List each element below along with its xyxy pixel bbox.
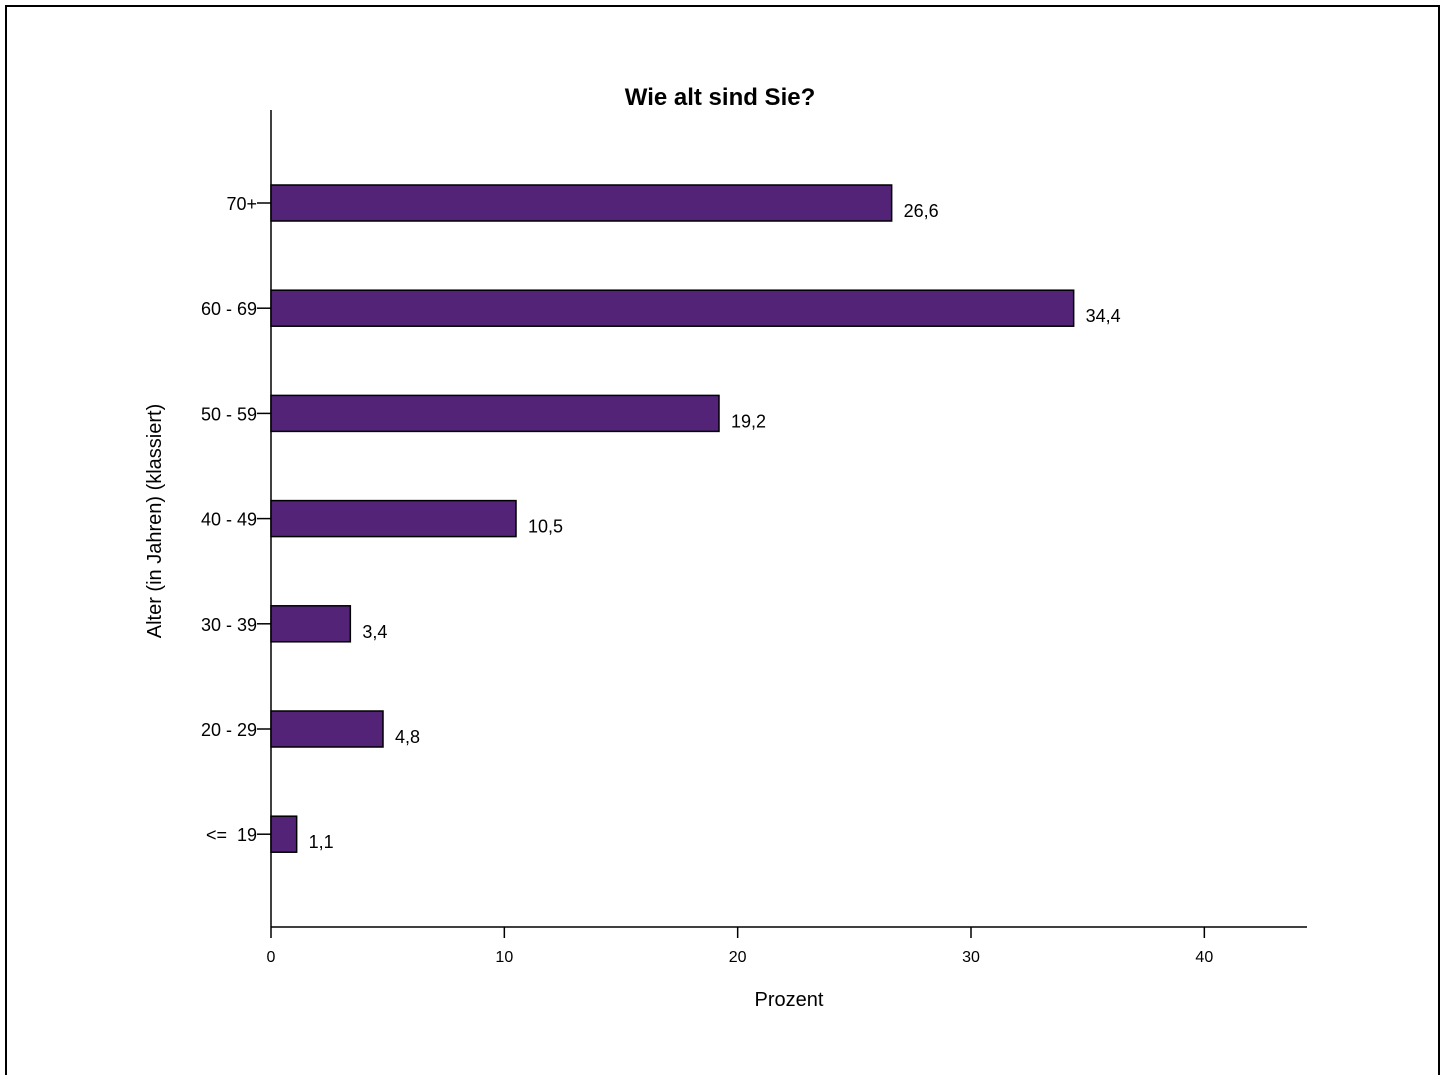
chart-frame (5, 5, 1440, 1075)
category-label: <= 19 (206, 825, 257, 845)
value-label: 26,6 (904, 201, 939, 221)
x-tick-label: 40 (1195, 949, 1213, 966)
chart-title: Wie alt sind Sie? (625, 84, 816, 111)
x-axis-label: Prozent (755, 989, 824, 1011)
x-tick-label: 30 (962, 949, 980, 966)
category-label: 30 - 39 (201, 615, 257, 635)
category-label: 60 - 69 (201, 299, 257, 319)
bars-group (270, 184, 1075, 853)
category-label: 70+ (226, 194, 257, 214)
x-tick-label: 20 (729, 949, 747, 966)
bar (270, 499, 517, 538)
bar (270, 710, 384, 748)
bar (270, 815, 298, 853)
bar (270, 289, 1075, 327)
value-label: 4,8 (395, 727, 420, 747)
bar (270, 605, 352, 643)
category-label: 50 - 59 (201, 404, 257, 424)
x-tick-label: 0 (267, 949, 276, 966)
category-label: 40 - 49 (201, 510, 257, 530)
category-label: 20 - 29 (201, 720, 257, 740)
x-ticks: 0 10 20 30 40 (267, 927, 1213, 966)
value-label: 34,4 (1086, 306, 1121, 326)
value-label: 1,1 (309, 832, 334, 852)
category-labels: 70+ 60 - 69 50 - 59 40 - 49 30 - 39 20 - 29 <=… (201, 194, 271, 845)
value-label: 19,2 (731, 411, 766, 431)
y-axis-label: Alter (in Jahren) (klassiert) (144, 404, 166, 639)
x-tick-label: 10 (495, 949, 513, 966)
value-label: 10,5 (528, 517, 563, 537)
bar (270, 184, 893, 222)
value-label: 3,4 (362, 622, 387, 642)
bar (270, 394, 720, 433)
value-labels: 26,6 34,4 19,2 10,5 3,4 4,8 1,1 (309, 201, 1121, 852)
